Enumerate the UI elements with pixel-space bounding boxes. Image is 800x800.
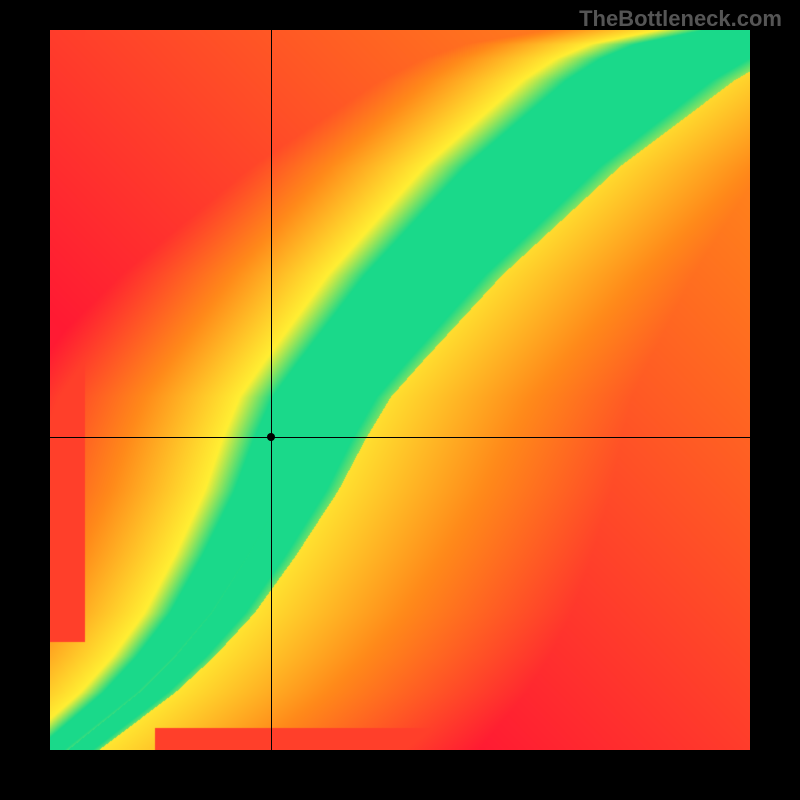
watermark-text: TheBottleneck.com — [579, 6, 782, 32]
selection-marker[interactable] — [267, 433, 275, 441]
heatmap-canvas — [50, 30, 750, 750]
plot-area — [50, 30, 750, 750]
chart-container: TheBottleneck.com — [0, 0, 800, 800]
crosshair-vertical — [271, 30, 272, 750]
crosshair-horizontal — [50, 437, 750, 438]
